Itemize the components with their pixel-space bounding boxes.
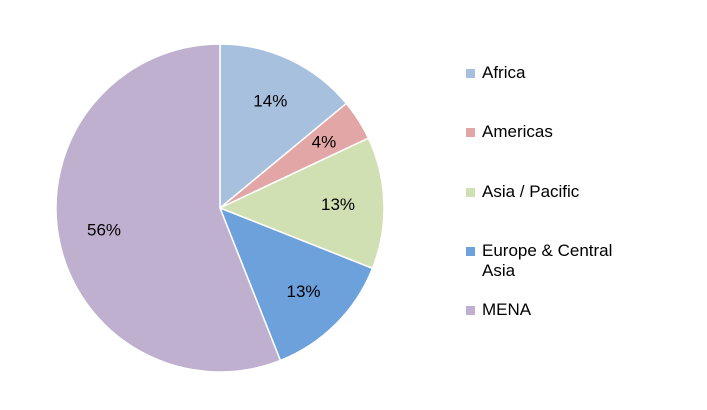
legend-item-asia-pacific: Asia / Pacific (466, 182, 642, 202)
slice-label-africa: 14% (253, 92, 287, 111)
slice-label-mena: 56% (87, 221, 121, 240)
legend-item-americas: Americas (466, 122, 642, 142)
pie-slice-labels: 14% 4% 13% 13% 56% (87, 92, 355, 301)
legend-label-europe-central-asia: Europe & Central Asia (482, 241, 613, 280)
legend-swatch-americas (466, 128, 475, 137)
legend-swatch-europe-central-asia (466, 247, 475, 256)
pie-slice-asia-pacific (219, 137, 385, 270)
legend-label-africa: Africa (482, 63, 526, 82)
legend-item-africa: Africa (466, 63, 642, 83)
pie-slice-europe-central-asia (219, 207, 374, 362)
legend-swatch-asia-pacific (466, 188, 475, 197)
pie-slice-africa (219, 43, 348, 209)
legend-swatch-mena (466, 306, 475, 315)
legend-item-europe-central-asia: Europe & Central Asia (466, 241, 642, 281)
legend-label-americas: Americas (482, 122, 553, 141)
legend-item-mena: MENA (466, 300, 642, 320)
slice-label-americas: 4% (312, 133, 337, 152)
legend-swatch-africa (466, 69, 475, 78)
pie-slices (55, 43, 385, 373)
legend-label-mena: MENA (482, 300, 532, 319)
slice-label-asia-pacific: 13% (321, 195, 355, 214)
legend-label-asia-pacific: Asia / Pacific (482, 182, 580, 201)
pie-slice-mena (55, 43, 282, 373)
slice-label-europe-central-asia: 13% (286, 282, 320, 301)
